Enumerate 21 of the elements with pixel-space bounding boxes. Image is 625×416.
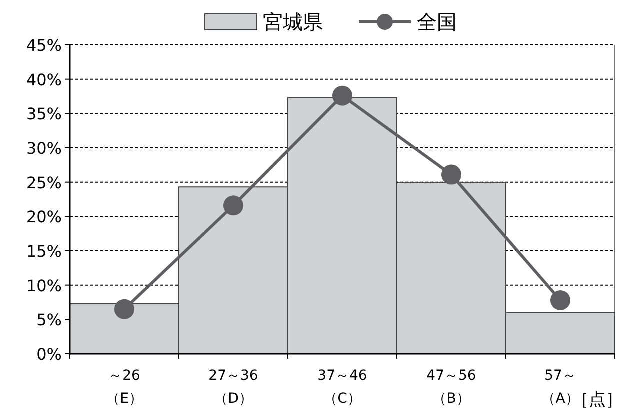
y-tick-label: 0% [36,345,62,364]
y-tick-label: 35% [26,104,62,124]
x-tick-label: 47～56（B） [426,368,476,407]
y-tick-label: 25% [26,173,62,192]
y-tick-label: 40% [26,70,62,90]
y-tick-label: 20% [26,208,62,227]
legend-label: 宮城県 [263,10,323,34]
y-tick-label: 45% [26,36,62,55]
legend-label: 全国 [417,10,457,34]
x-tick-label: 27～36（D） [208,368,258,407]
y-tick-label: 5% [36,310,62,330]
y-tick-label: 10% [26,276,62,296]
x-tick-label: 37～46（C） [318,368,368,407]
x-tick-label: ～26（E） [106,368,143,407]
point [550,290,570,310]
point [224,196,244,216]
y-tick-label: 15% [26,242,62,261]
point [114,299,134,320]
y-tick-label: 30% [26,139,62,158]
point [332,86,352,106]
point [442,164,462,185]
